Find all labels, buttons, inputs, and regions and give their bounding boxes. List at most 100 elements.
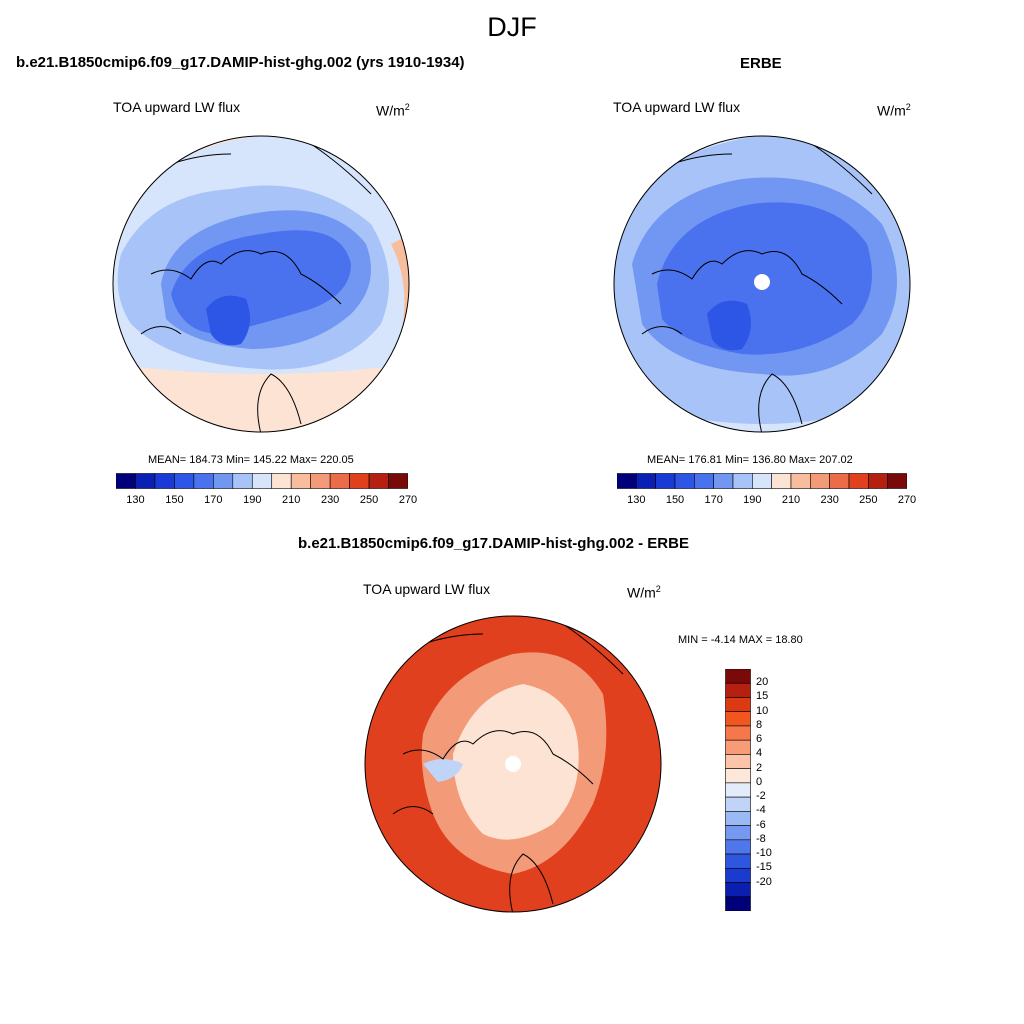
panel-model-units: W/m2 (376, 102, 410, 119)
colorbar-tick-label: 230 (320, 494, 340, 506)
colorbar-tick-label: 250 (859, 494, 878, 506)
coast-outline (641, 143, 873, 432)
colorbar-swatch (636, 473, 656, 489)
colorbar-tick-label: 190 (243, 494, 262, 506)
colorbar-swatch (694, 473, 714, 489)
figure-title: DJF (487, 12, 537, 42)
colorbar-swatch (725, 739, 751, 755)
colorbar-tick-label: 0 (756, 775, 763, 788)
colorbar-swatch (655, 473, 676, 489)
panel-model-colorbar (116, 473, 408, 489)
colorbar-swatch (725, 882, 751, 898)
panel-diff-units: W/m2 (627, 584, 661, 601)
colorbar-tick-label: 210 (781, 494, 801, 506)
panel-diff-title: b.e21.B1850cmip6.f09_g17.DAMIP-hist-ghg.… (298, 535, 689, 552)
colorbar-swatch (725, 811, 751, 826)
colorbar-swatch (868, 473, 888, 489)
colorbar-tick-label: 170 (204, 494, 223, 506)
colorbar-tick-label: -6 (756, 818, 766, 831)
colorbar-swatch (193, 473, 214, 489)
panel-obs-units: W/m2 (877, 102, 911, 119)
colorbar-swatch (810, 473, 830, 489)
panel-diff-colorbar (725, 669, 751, 911)
colorbar-swatch (725, 711, 751, 727)
colorbar-swatch (251, 473, 273, 489)
colorbar-swatch (725, 853, 751, 869)
colorbar-swatch (135, 473, 156, 489)
colorbar-swatch (725, 782, 751, 798)
colorbar-tick-label: 20 (756, 676, 769, 689)
colorbar-swatch (388, 473, 408, 489)
coast-outline (392, 623, 624, 912)
colorbar-tick-label: 270 (398, 494, 418, 506)
colorbar-tick-label: 6 (756, 733, 763, 746)
colorbar-tick-label: -15 (756, 861, 772, 874)
panel-obs-colorbar (617, 473, 907, 489)
colorbar-swatch (732, 473, 753, 489)
colorbar-swatch (725, 867, 751, 883)
colorbar-swatch (349, 473, 370, 489)
colorbar-swatch (771, 473, 792, 489)
colorbar-swatch (725, 768, 751, 784)
colorbar-tick-label: 170 (704, 494, 723, 506)
colorbar-tick-label: 230 (820, 494, 839, 506)
panel-model-map (112, 135, 410, 433)
colorbar-swatch (213, 473, 234, 489)
colorbar-swatch (617, 473, 637, 489)
colorbar-tick-label: -8 (756, 832, 766, 845)
panel-model-variable: TOA upward LW flux (113, 99, 241, 115)
colorbar-swatch (310, 473, 331, 489)
panel-obs-stats: MEAN= 176.81 Min= 136.80 Max= 207.02 (647, 454, 853, 466)
colorbar-tick-label: 130 (126, 494, 145, 506)
panel-diff-map (364, 615, 662, 913)
colorbar-tick-label: 270 (897, 494, 917, 506)
core-blue-region (707, 300, 751, 351)
warm-edge-east (391, 234, 409, 334)
warm-edge-south (113, 364, 409, 432)
colorbar-swatch (713, 473, 734, 489)
panel-model-title: b.e21.B1850cmip6.f09_g17.DAMIP-hist-ghg.… (16, 54, 465, 71)
colorbar-tick-label: -20 (756, 875, 772, 888)
panel-model-stats: MEAN= 184.73 Min= 145.22 Max= 220.05 (148, 454, 354, 466)
panel-diff-stats: MIN = -4.14 MAX = 18.80 (678, 634, 803, 646)
colorbar-swatch (725, 725, 751, 741)
colorbar-tick-label: 150 (165, 494, 184, 506)
colorbar-tick-label: 250 (359, 494, 379, 506)
colorbar-tick-label: -10 (756, 847, 772, 860)
colorbar-tick-label: 150 (665, 494, 685, 506)
colorbar-swatch (174, 473, 195, 489)
pole-hole (505, 756, 521, 772)
colorbar-tick-label: 15 (756, 690, 769, 703)
colorbar-tick-label: 130 (627, 494, 646, 506)
colorbar-swatch (271, 473, 292, 489)
colorbar-tick-label: -4 (756, 804, 766, 817)
colorbar-swatch (790, 473, 811, 489)
colorbar-tick-label: 8 (756, 718, 763, 731)
colorbar-tick-label: 2 (756, 761, 763, 774)
pole-hole (754, 274, 770, 290)
colorbar-swatch (329, 473, 350, 489)
core-blue-region (206, 295, 250, 346)
diff-blue-patch (423, 759, 463, 782)
colorbar-tick-label: 10 (756, 704, 769, 717)
colorbar-tick-label: 4 (756, 747, 763, 760)
colorbar-swatch (725, 825, 751, 841)
colorbar-tick-label: 190 (743, 494, 762, 506)
colorbar-swatch (725, 682, 751, 698)
panel-obs-map (613, 135, 911, 433)
panel-obs-title: ERBE (740, 55, 782, 72)
colorbar-swatch (674, 473, 695, 489)
coast-outline (140, 143, 372, 432)
colorbar-swatch (725, 896, 751, 911)
colorbar-swatch (725, 697, 751, 713)
colorbar-swatch (290, 473, 311, 489)
colorbar-swatch (368, 473, 389, 489)
colorbar-swatch (116, 473, 136, 489)
colorbar-swatch (887, 473, 907, 489)
panel-obs-variable: TOA upward LW flux (613, 99, 741, 115)
colorbar-swatch (848, 473, 869, 489)
colorbar-swatch (725, 669, 751, 684)
colorbar-swatch (725, 796, 751, 812)
colorbar-swatch (725, 839, 751, 855)
colorbar-swatch (232, 473, 253, 489)
